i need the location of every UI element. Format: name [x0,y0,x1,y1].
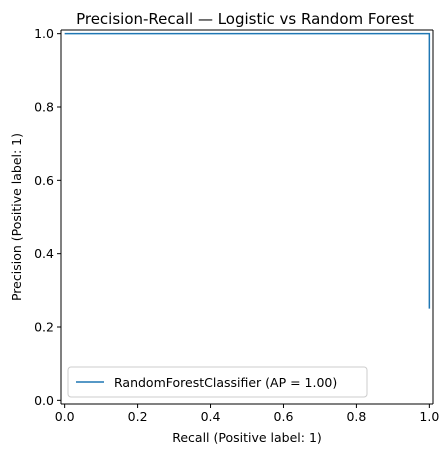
x-tick-label: 0.2 [128,409,148,424]
y-tick-label: 0.0 [34,393,54,408]
x-tick-label: 0.0 [55,409,75,424]
series-layer [64,32,431,309]
x-axis-label: Recall (Positive label: 1) [172,430,322,445]
y-tick-label: 0.8 [34,100,54,115]
legend: RandomForestClassifier (AP = 1.00) [67,366,368,398]
y-tick-label: 0.6 [34,173,54,188]
x-tick-label: 1.0 [419,409,439,424]
x-axis-ticks: 0.0 0.2 0.4 0.6 0.8 1.0 [55,404,439,424]
chart-title: Precision-Recall — Logistic vs Random Fo… [76,10,414,28]
y-tick-label: 1.0 [34,26,54,41]
axes-frame [60,29,434,405]
y-tick-label: 0.4 [34,246,54,261]
plot-area [61,30,433,404]
y-tick-label: 0.2 [34,320,54,335]
legend-box [67,366,368,398]
legend-label: RandomForestClassifier (AP = 1.00) [114,375,337,390]
x-tick-label: 0.8 [346,409,366,424]
x-tick-label: 0.6 [274,409,294,424]
y-axis-ticks: 0.0 0.2 0.4 0.6 0.8 1.0 [34,26,61,408]
x-tick-label: 0.4 [201,409,221,424]
y-axis-label: Precision (Positive label: 1) [9,133,24,301]
series-line-0 [64,32,431,309]
